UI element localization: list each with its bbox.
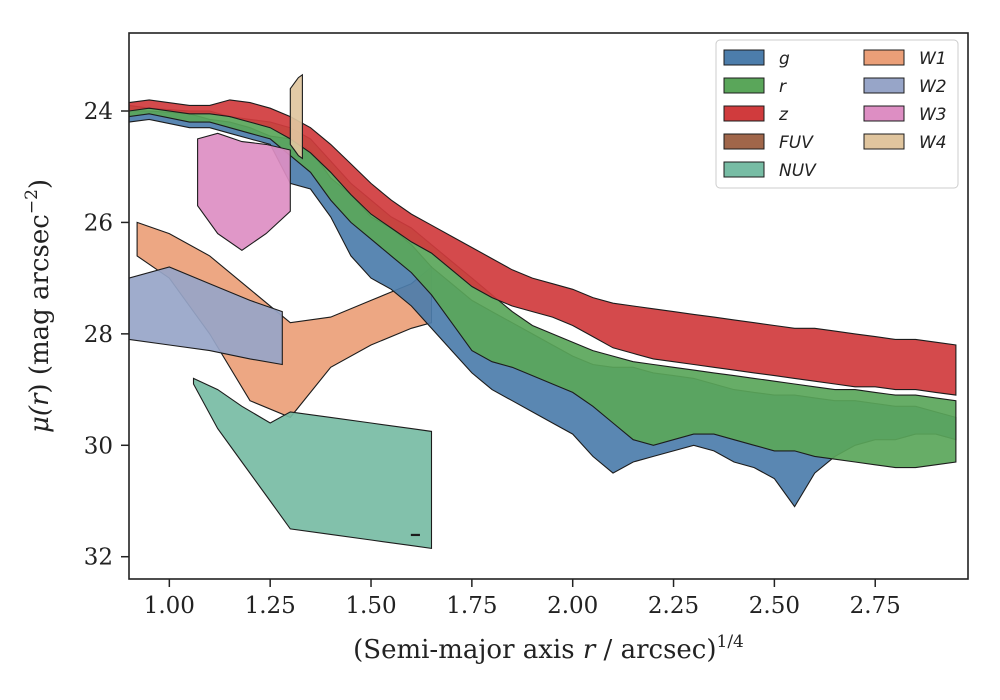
legend-swatch-w3: [863, 105, 905, 122]
legend-label-w3: W3: [919, 105, 947, 125]
y-tick-label: 26: [84, 210, 113, 236]
x-tick-label: 1.75: [446, 593, 497, 619]
legend-label-r: r: [779, 77, 787, 97]
y-tick-label: 30: [84, 433, 113, 459]
legend-label-w4: W4: [919, 133, 947, 153]
legend-label-w2: W2: [919, 77, 947, 97]
legend-label-z: z: [778, 105, 789, 125]
series-area-nuv: [192, 377, 433, 550]
legend-swatch-g: [723, 49, 765, 66]
legend-swatch-w2: [863, 77, 905, 94]
legend-label-fuv: FUV: [779, 133, 814, 153]
x-tick-label: 2.50: [749, 593, 800, 619]
legend-swatch-r: [723, 77, 765, 94]
y-axis-label: μ(r) (mag arcsec−2): [22, 179, 55, 433]
legend-label-nuv: NUV: [779, 161, 817, 181]
series-area-w2: [129, 266, 283, 366]
legend-label-g: g: [779, 49, 790, 69]
legend-swatch-w4: [863, 133, 905, 150]
series-areas: [129, 73, 957, 550]
series-area-w4: [289, 73, 303, 160]
series-area-w3: [197, 132, 291, 251]
x-tick-label: 2.25: [648, 593, 699, 619]
legend-box: [715, 39, 959, 189]
y-tick-label: 24: [84, 99, 113, 125]
legend-swatch-fuv: [723, 133, 765, 150]
x-tick-label: 2.75: [850, 593, 901, 619]
axis-ticks: 1.00 1.25 1.50 1.75 2.00 2.25 2.50 2.75 24 26 28 30…: [84, 99, 901, 619]
legend-swatch-w1: [863, 49, 905, 66]
series-area-z: [129, 99, 957, 396]
x-tick-label: 1.50: [345, 593, 396, 619]
y-tick-label: 32: [84, 545, 113, 571]
y-tick-label: 28: [84, 322, 113, 348]
legend: grz FUV NUV W1 W2 W3 W4: [715, 39, 959, 189]
x-tick-label: 1.00: [144, 593, 195, 619]
legend-swatch-z: [723, 105, 765, 122]
x-axis-label: (Semi-major axis r / arcsec)1/4: [353, 632, 744, 665]
plot-frame: [128, 32, 969, 580]
x-tick-label: 1.25: [245, 593, 296, 619]
series-area-fuv: [410, 533, 420, 537]
x-tick-label: 2.00: [547, 593, 598, 619]
legend-swatch-nuv: [723, 161, 765, 178]
legend-label-w1: W1: [919, 49, 947, 69]
